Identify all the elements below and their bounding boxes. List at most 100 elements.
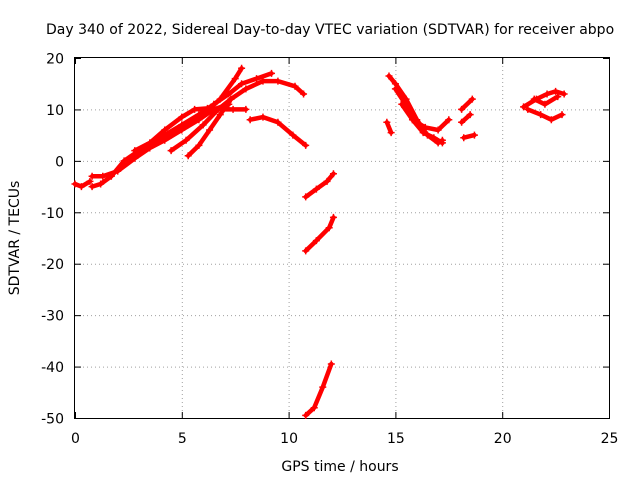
data-point	[391, 85, 399, 93]
series-arc-8	[246, 113, 310, 149]
x-axis-label: GPS time / hours	[281, 459, 398, 475]
series-track	[459, 112, 473, 125]
data-point	[310, 404, 318, 412]
data-point	[206, 126, 214, 134]
x-tick-label: 25	[601, 431, 619, 447]
data-point	[231, 75, 239, 83]
series-arc-9	[302, 170, 337, 201]
series-track	[168, 78, 306, 153]
data-point	[312, 237, 320, 245]
data-point	[199, 121, 207, 129]
data-point	[97, 180, 105, 188]
data-point	[541, 100, 549, 108]
data-point	[408, 116, 416, 124]
data-point	[99, 172, 107, 180]
data-point	[184, 152, 192, 160]
axis-ticks	[75, 58, 610, 419]
data-point	[325, 224, 333, 232]
data-point	[227, 95, 235, 103]
y-tick-labels: 20 10 0 -10 -20 -30 -40 -50	[41, 52, 64, 428]
data-point	[445, 116, 453, 124]
data-point	[242, 105, 250, 113]
data-point	[289, 131, 297, 139]
y-axis-label: SDTVAR / TECUs	[7, 181, 23, 296]
data-point	[195, 141, 203, 149]
series-track	[303, 215, 336, 254]
data-point	[466, 111, 474, 119]
data-point	[524, 105, 532, 113]
data-point	[543, 90, 551, 98]
data-point	[216, 111, 224, 119]
data-point	[238, 80, 246, 88]
data-point	[225, 90, 233, 98]
data-point	[182, 136, 190, 144]
series-arc-15	[383, 118, 395, 137]
data-point	[421, 123, 429, 131]
data-point	[71, 180, 79, 188]
data-point	[131, 147, 139, 155]
y-tick-label: -10	[41, 206, 64, 222]
data-point	[238, 64, 246, 72]
data-point	[560, 90, 568, 98]
data-point	[438, 139, 446, 147]
series-arc-10	[302, 213, 337, 255]
data-point	[131, 154, 139, 162]
y-tick-label: 0	[55, 154, 64, 170]
y-tick-label: 20	[46, 52, 64, 68]
series-track	[525, 107, 565, 122]
data-point	[195, 111, 203, 119]
data-point	[430, 134, 438, 142]
data-point	[398, 100, 406, 108]
data-point	[259, 113, 267, 121]
data-point	[323, 177, 331, 185]
data-series	[71, 64, 568, 419]
data-point	[274, 77, 282, 85]
data-point	[246, 116, 254, 124]
data-point	[460, 134, 468, 142]
x-tick-label: 5	[178, 431, 187, 447]
y-tick-label: -50	[41, 412, 64, 428]
data-point	[242, 85, 250, 93]
data-point	[385, 72, 393, 80]
data-point	[302, 411, 310, 419]
series-arc-18	[460, 131, 478, 142]
data-point	[434, 126, 442, 134]
data-point	[458, 105, 466, 113]
data-point	[387, 129, 395, 137]
x-tick-label: 20	[494, 431, 512, 447]
data-point	[547, 116, 555, 124]
plot-frame	[74, 57, 610, 419]
data-point	[161, 131, 169, 139]
series-track	[89, 102, 232, 179]
data-point	[537, 111, 545, 119]
series-track	[459, 96, 475, 112]
data-point	[268, 69, 276, 77]
data-point	[178, 113, 186, 121]
series-arc-11	[302, 360, 335, 419]
data-point	[229, 105, 237, 113]
data-point	[329, 213, 337, 221]
data-point	[88, 172, 96, 180]
data-point	[470, 131, 478, 139]
series-arc-16	[458, 95, 476, 113]
data-point	[329, 170, 337, 178]
data-point	[302, 247, 310, 255]
data-point	[312, 185, 320, 193]
data-point	[552, 87, 560, 95]
data-point	[302, 141, 310, 149]
x-tick-labels: 0 5 10 15 20 25	[71, 431, 618, 447]
data-point	[319, 383, 327, 391]
series-arc-21	[530, 93, 562, 108]
data-point	[210, 100, 218, 108]
data-point	[520, 103, 528, 111]
data-point	[77, 183, 85, 191]
data-point	[530, 95, 538, 103]
data-point	[86, 177, 94, 185]
data-point	[191, 105, 199, 113]
data-point	[146, 141, 154, 149]
data-point	[302, 193, 310, 201]
data-point	[259, 77, 267, 85]
series-arc-13	[391, 85, 446, 147]
series-track	[303, 171, 336, 200]
